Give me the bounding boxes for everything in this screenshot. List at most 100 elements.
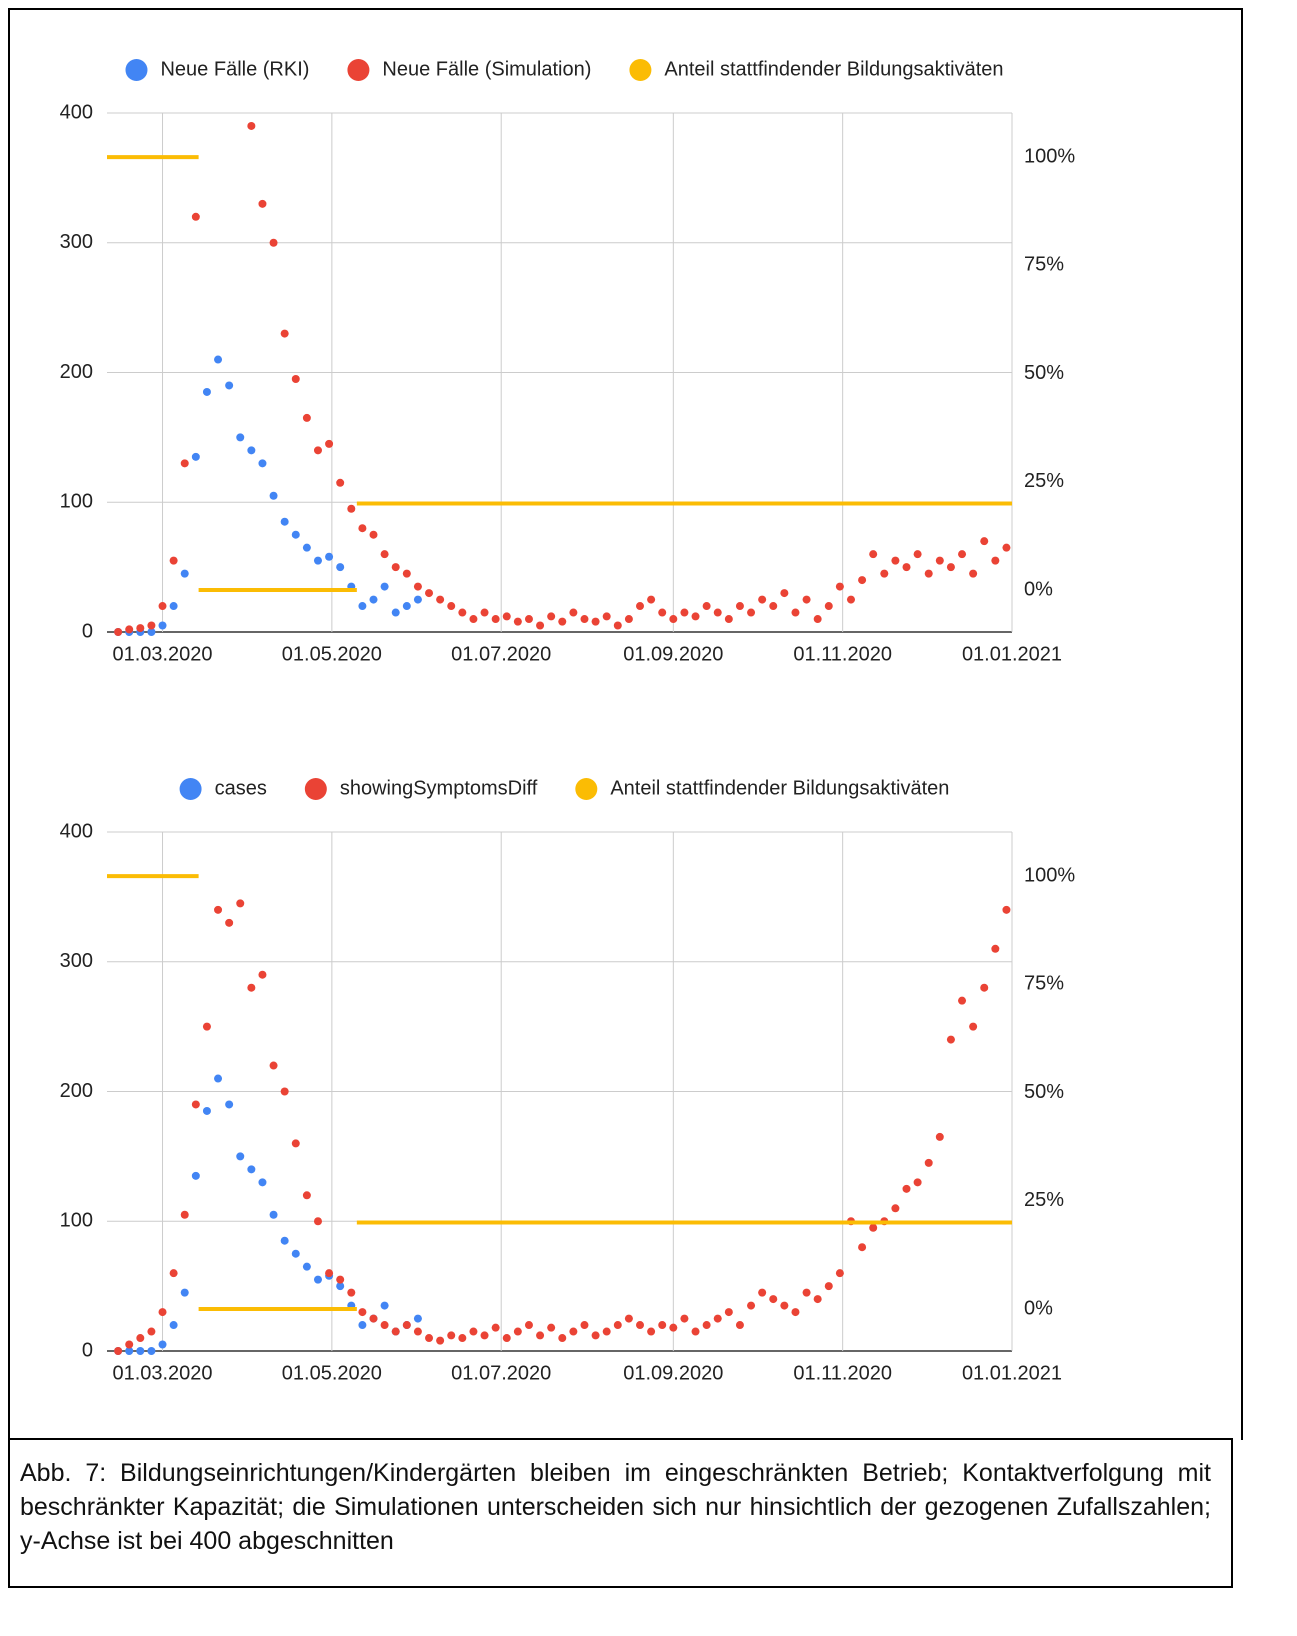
point bbox=[114, 628, 123, 636]
legend-label: Anteil stattfindender Bildungsaktiväten bbox=[664, 58, 1003, 80]
point bbox=[114, 1347, 123, 1355]
y2-tick-label: 0% bbox=[1024, 1297, 1053, 1319]
point bbox=[958, 550, 967, 559]
step-line bbox=[107, 874, 1012, 1312]
point bbox=[391, 608, 400, 617]
point bbox=[980, 983, 989, 992]
y2-tick-label: 100% bbox=[1024, 145, 1075, 167]
point bbox=[858, 576, 867, 585]
point bbox=[313, 1217, 322, 1226]
point bbox=[291, 374, 300, 383]
point bbox=[136, 1334, 145, 1343]
point bbox=[413, 582, 422, 591]
point bbox=[513, 617, 522, 626]
point bbox=[913, 550, 922, 559]
point bbox=[302, 1191, 311, 1200]
point bbox=[136, 1347, 145, 1355]
point bbox=[402, 602, 411, 611]
point bbox=[591, 617, 600, 626]
legend-marker bbox=[347, 59, 370, 81]
point bbox=[802, 1288, 811, 1297]
point bbox=[280, 1236, 289, 1245]
point bbox=[336, 1282, 345, 1291]
point bbox=[813, 615, 822, 624]
point bbox=[469, 615, 478, 624]
point bbox=[958, 996, 967, 1005]
point bbox=[835, 1269, 844, 1278]
point bbox=[658, 1321, 667, 1330]
point bbox=[447, 1331, 456, 1340]
point bbox=[835, 582, 844, 591]
point bbox=[247, 446, 256, 455]
point bbox=[458, 1334, 467, 1343]
point bbox=[469, 1327, 478, 1336]
point bbox=[191, 1171, 200, 1180]
point bbox=[502, 1334, 511, 1343]
step-line bbox=[107, 155, 1012, 593]
point bbox=[125, 1347, 134, 1355]
point bbox=[869, 550, 878, 559]
point bbox=[991, 944, 1000, 953]
point bbox=[436, 1336, 445, 1345]
y-tick-label: 200 bbox=[60, 361, 93, 383]
y-tick-label: 100 bbox=[60, 1210, 93, 1232]
point bbox=[824, 602, 833, 611]
point bbox=[280, 517, 289, 526]
point bbox=[225, 381, 234, 390]
point bbox=[325, 1269, 334, 1278]
point bbox=[713, 1314, 722, 1323]
point bbox=[391, 563, 400, 572]
point bbox=[325, 439, 334, 448]
x-tick-label: 01.01.2021 bbox=[962, 643, 1062, 665]
point bbox=[780, 1301, 789, 1310]
point bbox=[136, 624, 145, 633]
point bbox=[591, 1331, 600, 1340]
point bbox=[558, 617, 567, 626]
legend-marker bbox=[304, 778, 327, 800]
x-tick-label: 01.03.2020 bbox=[112, 1362, 212, 1384]
point bbox=[702, 1321, 711, 1330]
point bbox=[613, 1321, 622, 1330]
y2-tick-label: 50% bbox=[1024, 1081, 1064, 1103]
point bbox=[169, 1321, 178, 1330]
point bbox=[946, 1035, 955, 1044]
point bbox=[291, 1249, 300, 1258]
point bbox=[647, 595, 656, 604]
y2-tick-label: 100% bbox=[1024, 864, 1075, 886]
point bbox=[369, 1314, 378, 1323]
point bbox=[180, 569, 189, 578]
point bbox=[858, 1243, 867, 1252]
point bbox=[991, 556, 1000, 565]
point bbox=[924, 569, 933, 578]
point bbox=[413, 1327, 422, 1336]
point bbox=[869, 1223, 878, 1232]
point bbox=[202, 1022, 211, 1031]
point bbox=[402, 1321, 411, 1330]
point bbox=[302, 413, 311, 422]
point bbox=[313, 556, 322, 565]
point bbox=[313, 446, 322, 455]
legend-marker bbox=[125, 59, 148, 81]
point bbox=[735, 1321, 744, 1330]
x-tick-label: 01.09.2020 bbox=[623, 643, 723, 665]
point bbox=[480, 608, 489, 617]
y-tick-label: 400 bbox=[60, 101, 93, 123]
point bbox=[147, 628, 156, 636]
y2-tick-label: 75% bbox=[1024, 254, 1064, 276]
point bbox=[169, 1269, 178, 1278]
point bbox=[169, 602, 178, 611]
point bbox=[969, 1022, 978, 1031]
point bbox=[191, 452, 200, 461]
x-tick-label: 01.07.2020 bbox=[451, 1362, 551, 1384]
caption-box: Abb. 7: Bildungseinrichtungen/Kindergärt… bbox=[8, 1438, 1233, 1588]
point bbox=[669, 1323, 678, 1332]
legend: cases showingSymptomsDiff Anteil stattfind… bbox=[179, 777, 949, 800]
point bbox=[547, 612, 556, 621]
point bbox=[724, 615, 733, 624]
y2-tick-label: 25% bbox=[1024, 470, 1064, 492]
point bbox=[935, 1132, 944, 1141]
point bbox=[447, 602, 456, 611]
point bbox=[236, 899, 245, 908]
point bbox=[347, 504, 356, 513]
point bbox=[191, 212, 200, 221]
